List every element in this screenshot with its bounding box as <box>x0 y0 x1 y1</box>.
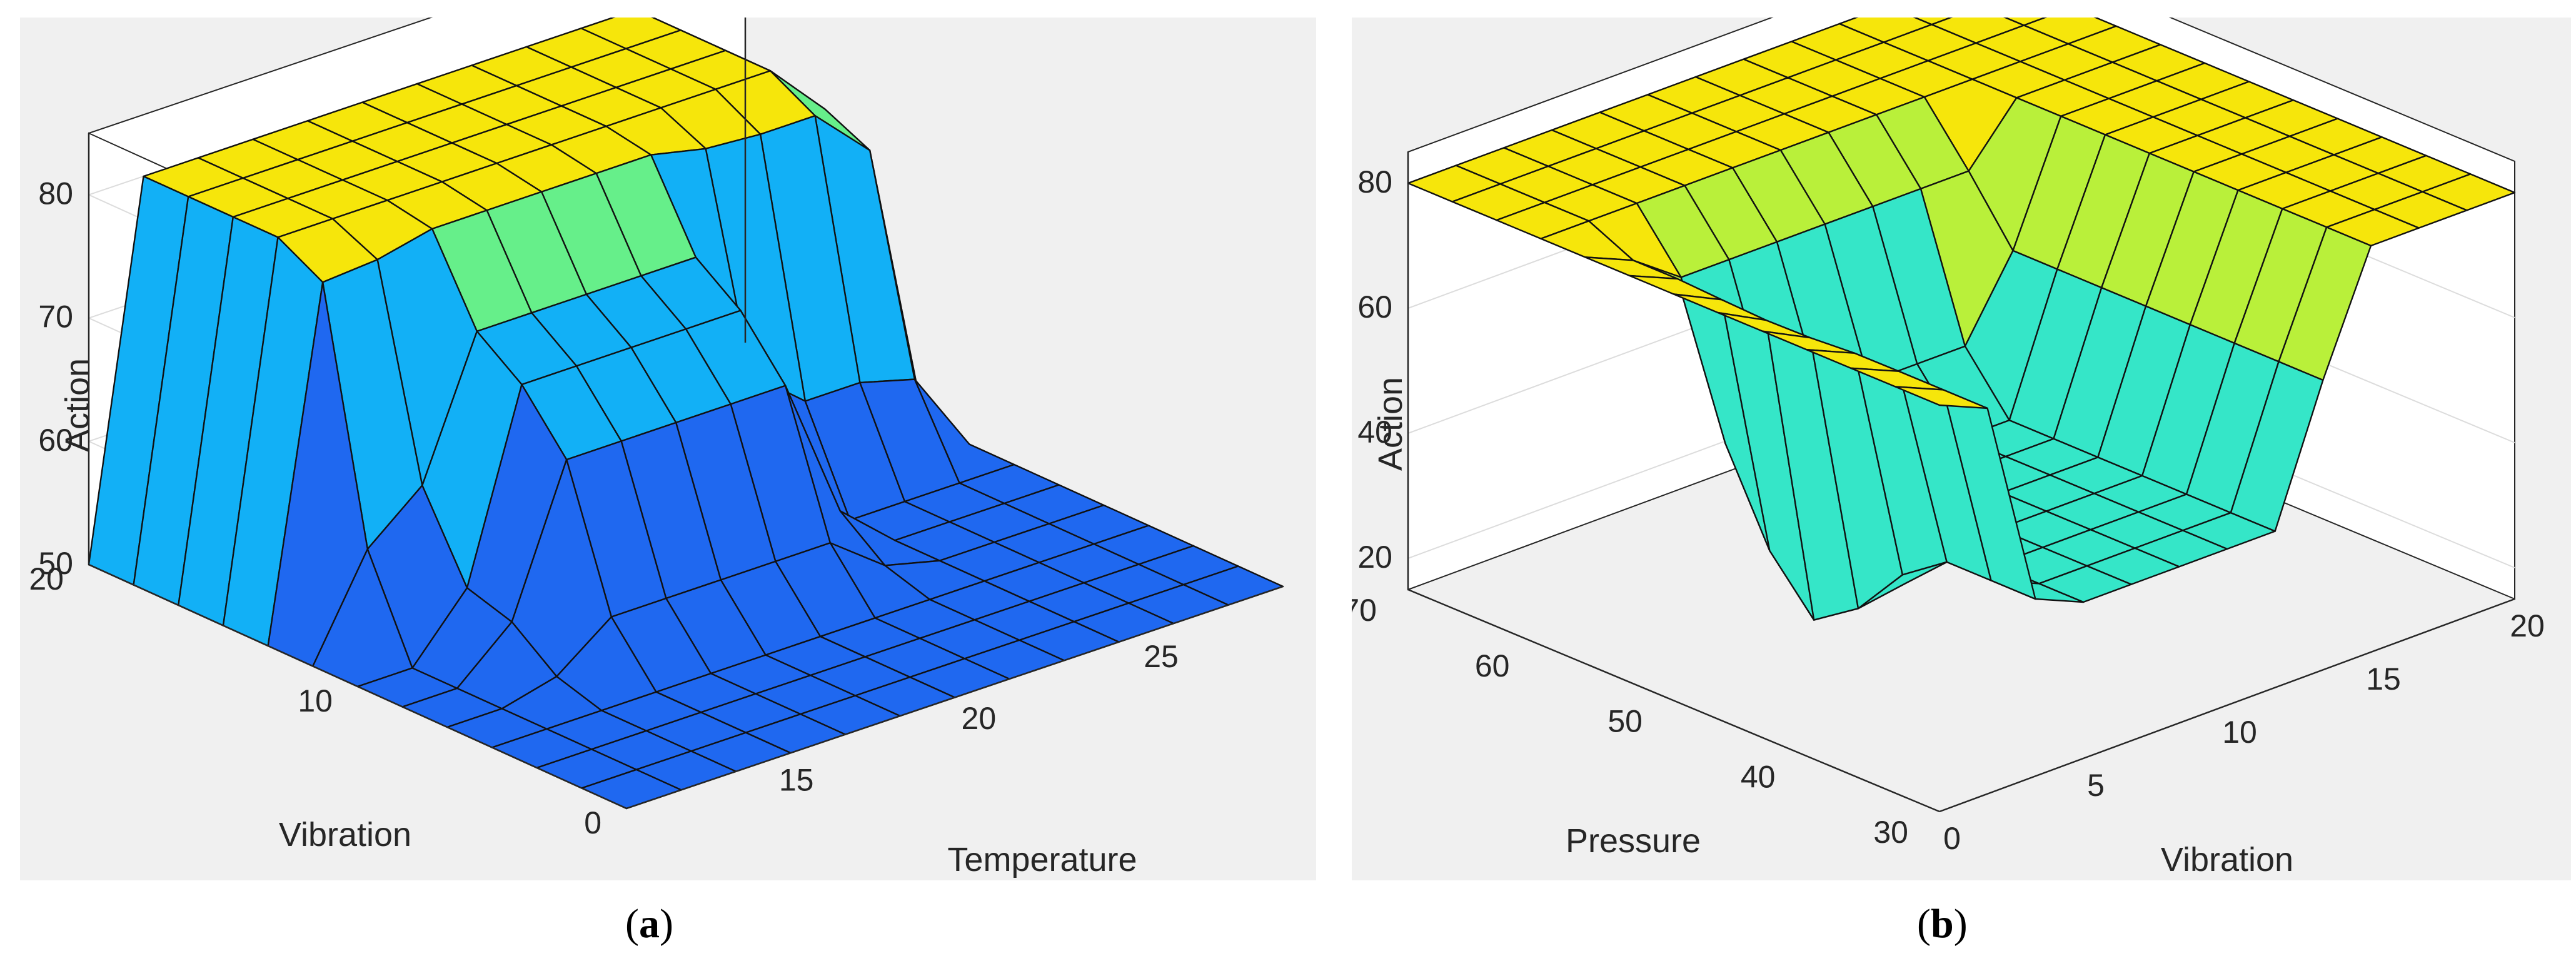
x-axis-label: Vibration <box>2161 841 2293 878</box>
z-tick-label: 80 <box>38 176 73 211</box>
x-tick-label: 10 <box>2222 715 2257 750</box>
x-tick-label: 20 <box>2510 608 2545 643</box>
y-axis-label: Vibration <box>279 816 411 853</box>
y-tick-label: 40 <box>1741 759 1776 794</box>
tick-labels: 0 5 10 15 20 30 40 50 60 70 20 40 60 80 <box>1352 164 2545 856</box>
x-tick-label: 0 <box>1943 821 1961 856</box>
caption-a: (a) <box>625 901 673 947</box>
y-tick-label: 30 <box>1873 815 1908 850</box>
chart-panel-a: 15 20 25 0 10 20 50 60 70 80 Temperature Vibration A… <box>20 18 1316 880</box>
surface-patch <box>2003 18 2048 26</box>
axis-line <box>1939 598 2515 813</box>
x-tick-label: 20 <box>962 701 997 736</box>
y-tick-label: 50 <box>1607 704 1643 739</box>
caption-b: (b) <box>1917 901 1968 947</box>
axis-line <box>88 563 627 810</box>
z-tick-label: 50 <box>38 546 73 581</box>
x-tick-label: 15 <box>779 762 814 797</box>
z-tick-label: 80 <box>1357 164 1392 199</box>
y-tick-label: 60 <box>1475 648 1510 683</box>
x-tick-label: 25 <box>1144 639 1179 674</box>
axes <box>1407 152 2515 813</box>
y-tick-label: 10 <box>298 683 333 718</box>
surface <box>1407 18 2516 621</box>
y-axis-label: Pressure <box>1566 822 1701 860</box>
z-tick-label: 70 <box>38 299 73 335</box>
z-tick-label: 20 <box>1357 540 1392 575</box>
surface <box>88 18 1284 810</box>
z-axis-label: Action <box>59 358 96 452</box>
z-axis-label: Action <box>1372 377 1409 471</box>
x-axis-label: Temperature <box>947 841 1137 878</box>
surface-patch <box>1894 386 1988 410</box>
z-tick-label: 40 <box>1357 415 1392 450</box>
chart-panel-b: 0 5 10 15 20 30 40 50 60 70 20 40 60 80 Vibration Press… <box>1352 18 2571 880</box>
axes <box>88 18 1284 810</box>
y-tick-label: 20 <box>29 561 64 596</box>
x-tick-label: 15 <box>2366 662 2401 697</box>
z-tick-label: 60 <box>1357 289 1392 325</box>
axis-line <box>1407 588 1940 813</box>
surface-plot-b: 0 5 10 15 20 30 40 50 60 70 20 40 60 80 Vibration Press… <box>1352 18 2545 878</box>
surface-patch <box>1913 18 1953 26</box>
y-tick-label: 0 <box>584 805 601 840</box>
y-tick-label: 70 <box>1352 593 1377 628</box>
axis-line <box>626 585 1284 810</box>
x-tick-label: 5 <box>2087 768 2105 803</box>
surface-plot-a: 1520250102050607080TemperatureVibrationA… <box>29 18 1284 878</box>
z-tick-label: 60 <box>38 423 73 458</box>
